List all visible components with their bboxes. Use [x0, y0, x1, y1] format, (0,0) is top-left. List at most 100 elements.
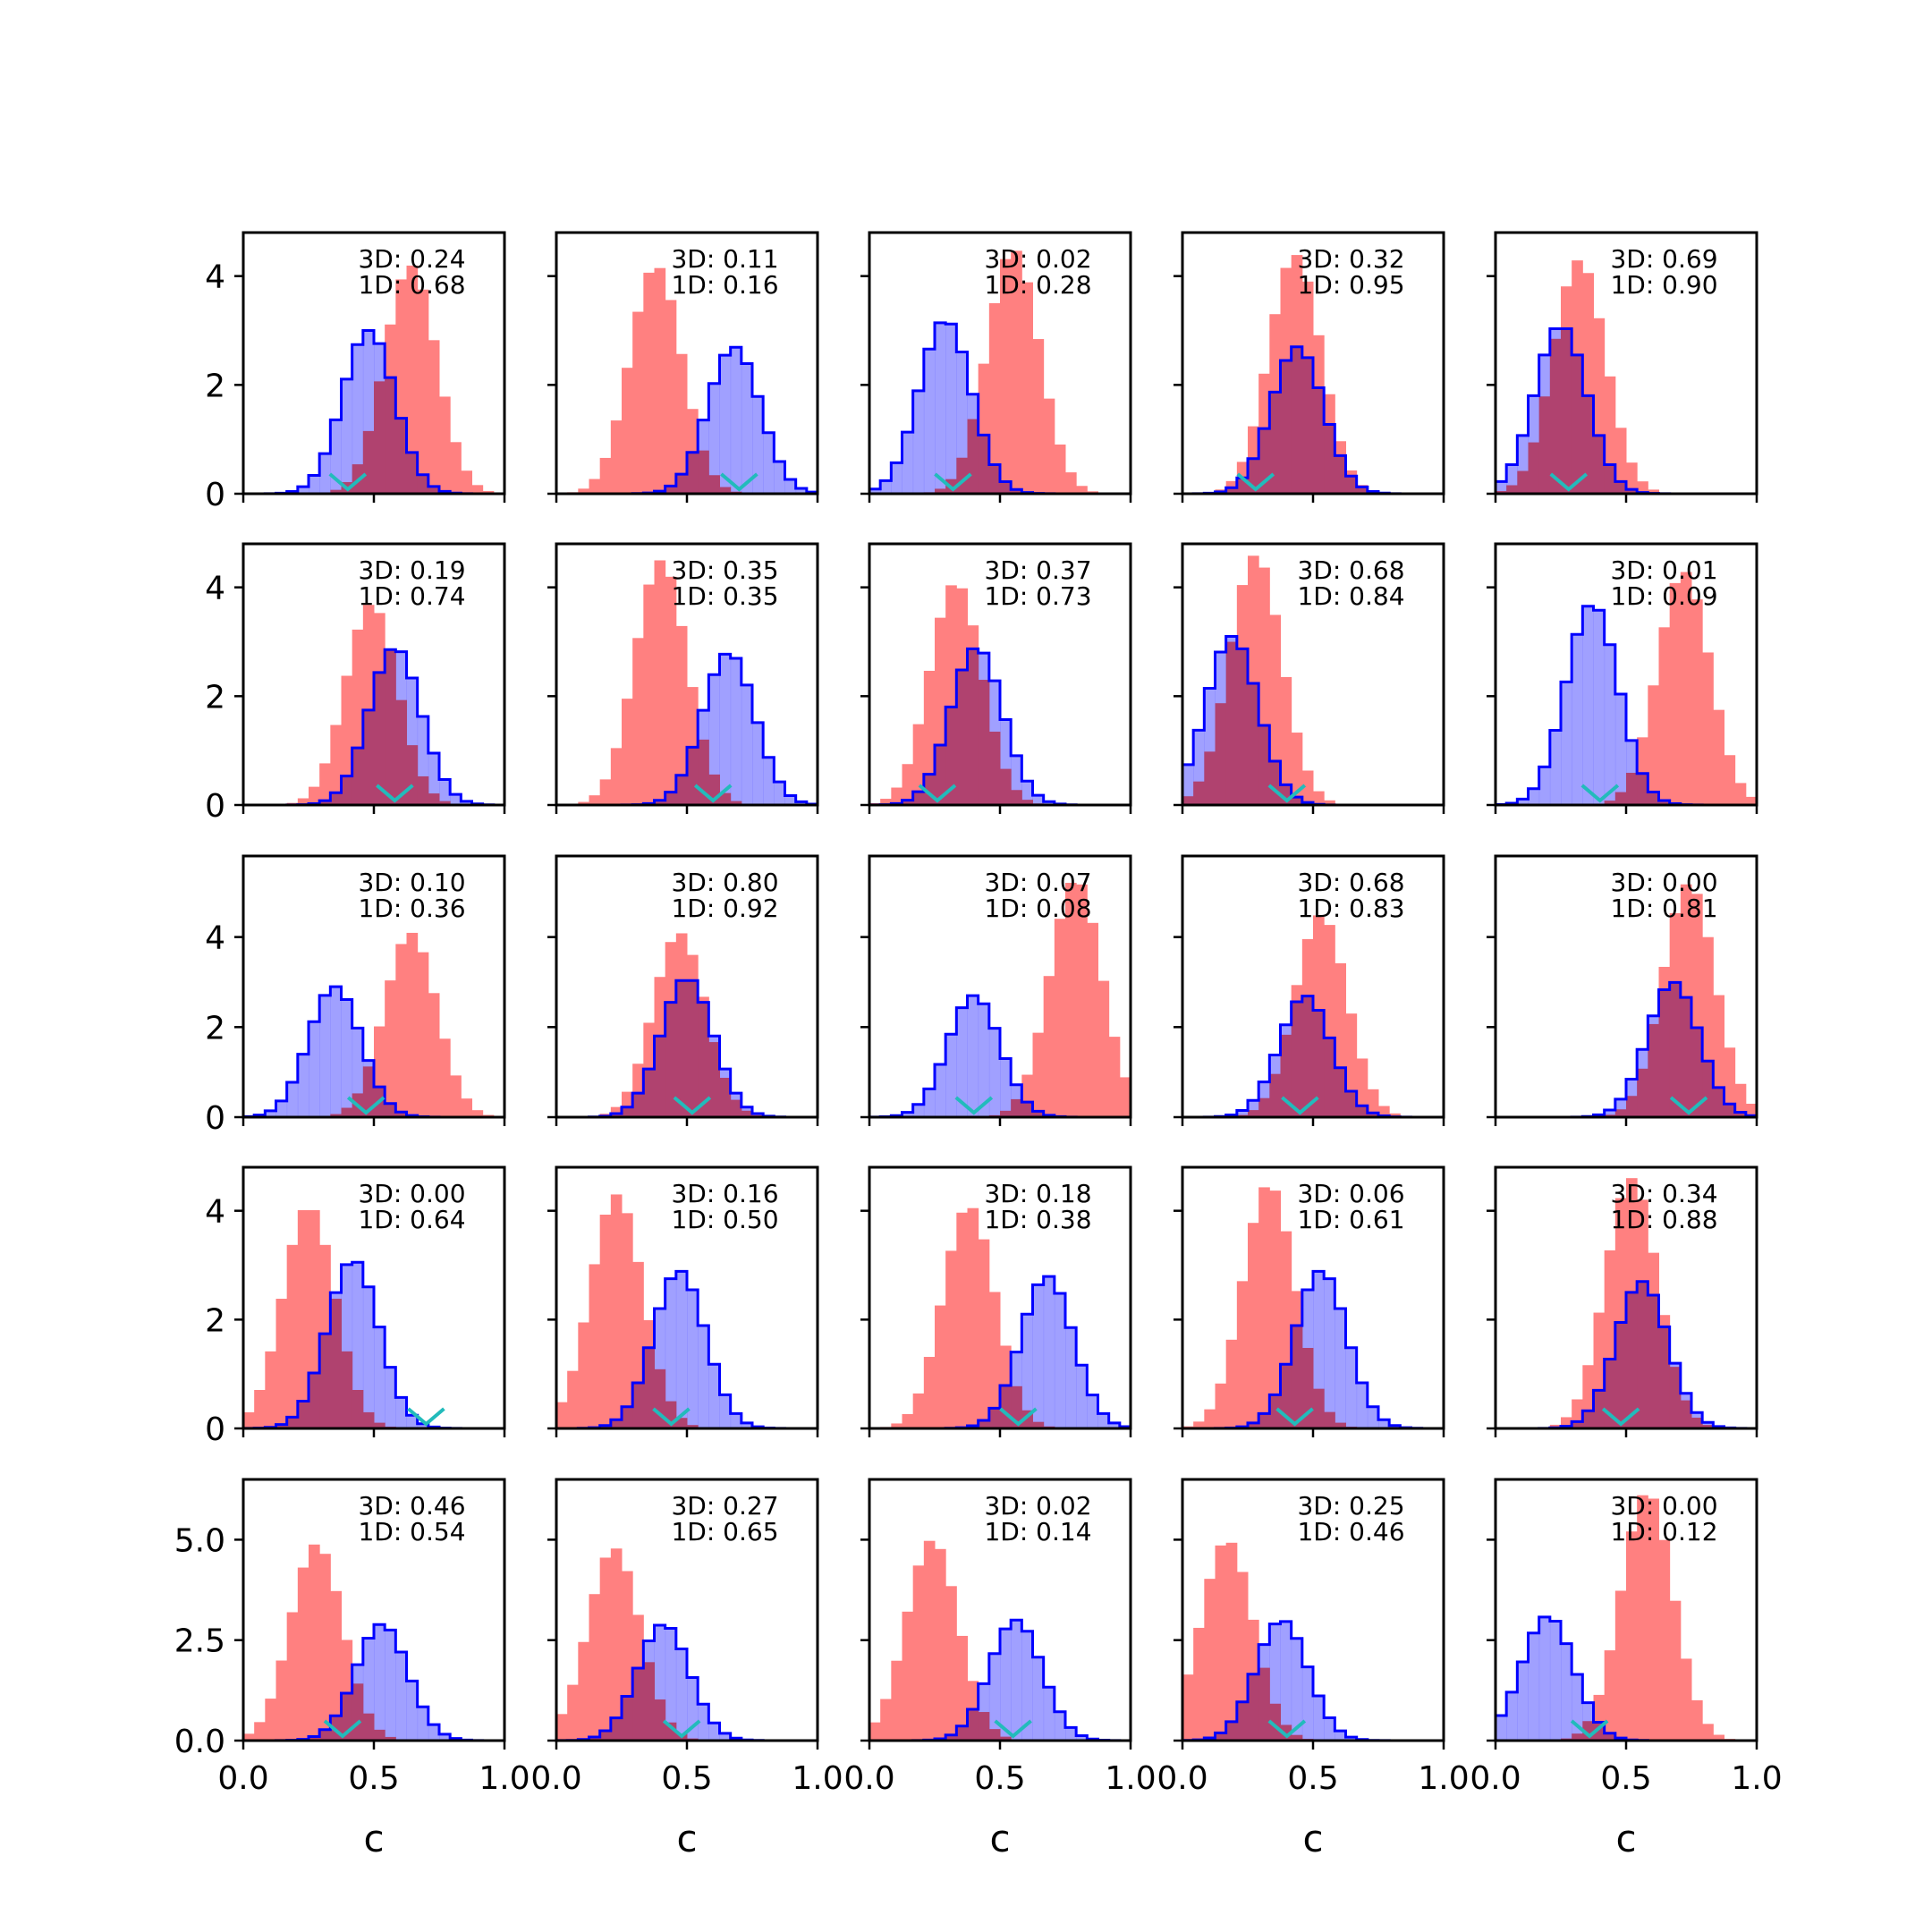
red-bar: [1702, 1724, 1714, 1741]
overlap-bar: [1572, 354, 1583, 494]
x-tick-label: 0.5: [661, 1760, 712, 1797]
overlap-bar: [1637, 1281, 1648, 1428]
overlap-bar: [1626, 489, 1638, 494]
red-bar: [891, 1423, 902, 1428]
x-tick-label: 0.0: [1470, 1760, 1521, 1797]
overlap-bar: [1367, 1113, 1379, 1117]
red-bar: [1389, 1113, 1401, 1117]
red-bar: [945, 1250, 957, 1428]
y-tick-label: 2: [205, 1302, 225, 1339]
red-bar: [1054, 919, 1066, 1117]
annotation-1d: 1D: 0.95: [1297, 270, 1404, 300]
overlap-bar: [1614, 481, 1627, 494]
overlap-bar: [297, 1401, 309, 1428]
overlap-bar: [589, 1737, 601, 1741]
overlap-bar: [1614, 792, 1627, 805]
blue-bar: [945, 1034, 957, 1117]
red-bar: [450, 1075, 462, 1117]
overlap-bar: [1313, 387, 1325, 494]
overlap-bar: [902, 800, 914, 805]
red-bar: [1648, 489, 1659, 494]
red-bar: [912, 1565, 925, 1741]
overlap-bar: [1269, 392, 1281, 494]
overlap-bar: [610, 1717, 623, 1741]
overlap-bar: [730, 1099, 742, 1117]
red-bar: [643, 272, 655, 494]
blue-bar: [1389, 1425, 1401, 1428]
red-bar: [1108, 1037, 1121, 1117]
red-bar: [1065, 883, 1077, 1117]
red-bar: [461, 1098, 472, 1117]
overlap-bar: [1582, 1411, 1594, 1428]
overlap-bar: [362, 430, 375, 494]
overlap-bar: [935, 488, 946, 494]
red-bar: [297, 1209, 309, 1428]
overlap-bar: [385, 377, 396, 494]
blue-bar: [708, 1723, 720, 1741]
overlap-bar: [330, 1299, 342, 1428]
x-tick-label: 0.0: [843, 1760, 894, 1797]
red-bar: [471, 1110, 484, 1117]
overlap-bar: [1291, 346, 1303, 494]
overlap-bar: [330, 1114, 342, 1117]
red-bar: [1258, 1187, 1270, 1428]
red-bar: [622, 699, 633, 805]
overlap-bar: [1291, 797, 1303, 805]
overlap-bar: [719, 792, 732, 805]
blue-bar: [1000, 1058, 1012, 1117]
blue-bar: [687, 1289, 699, 1428]
red-bar: [1119, 1077, 1131, 1117]
red-bar: [1669, 1600, 1682, 1741]
blue-bar: [385, 1367, 396, 1428]
annotation-1d: 1D: 0.73: [984, 581, 1091, 611]
blue-bar: [1065, 1327, 1077, 1428]
blue-bar: [945, 324, 957, 494]
blue-bar: [763, 757, 775, 805]
red-bar: [1215, 1383, 1227, 1428]
red-bar: [1065, 472, 1077, 494]
red-bar: [265, 1351, 276, 1428]
overlap-bar: [395, 418, 407, 494]
overlap-bar: [675, 775, 688, 805]
red-bar: [880, 1699, 892, 1741]
red-bar: [1604, 1650, 1616, 1741]
red-bar: [417, 289, 429, 494]
blue-bar: [309, 1021, 320, 1117]
y-tick-label: 2: [205, 1010, 225, 1046]
red-bar: [286, 1244, 299, 1428]
overlap-bar: [1225, 641, 1238, 805]
overlap-bar: [1614, 1322, 1627, 1428]
blue-bar: [341, 999, 353, 1117]
overlap-bar: [967, 1425, 979, 1428]
overlap-bar: [1604, 801, 1616, 805]
red-bar: [1236, 1572, 1249, 1741]
red-bar: [309, 1544, 320, 1741]
y-tick-label: 4: [205, 571, 225, 607]
blue-bar: [1021, 781, 1033, 805]
overlap-bar: [1702, 1061, 1714, 1117]
overlap-bar: [428, 793, 440, 805]
cyan-marker: [918, 784, 957, 803]
overlap-bar: [654, 1699, 666, 1741]
cyan-marker: [1275, 1407, 1314, 1427]
red-bar: [395, 944, 407, 1117]
x-axis-label: c: [989, 1817, 1010, 1860]
red-bar: [1614, 428, 1627, 494]
red-bar: [610, 748, 623, 805]
blue-bar: [1549, 1621, 1562, 1741]
annotation-1d: 1D: 0.50: [671, 1205, 778, 1234]
overlap-bar: [406, 745, 419, 805]
annotation-3d: 3D: 0.06: [1297, 1179, 1404, 1208]
overlap-bar: [1324, 1038, 1335, 1117]
cyan-marker: [407, 1407, 445, 1427]
blue-bar: [1087, 1394, 1098, 1428]
annotation-3d: 3D: 0.00: [1610, 1491, 1717, 1521]
overlap-bar: [1000, 1385, 1012, 1428]
x-tick-label: 1.0: [1105, 1760, 1156, 1797]
blue-bar: [902, 432, 914, 494]
red-bar: [1097, 980, 1110, 1117]
annotation-1d: 1D: 0.12: [1610, 1517, 1717, 1546]
